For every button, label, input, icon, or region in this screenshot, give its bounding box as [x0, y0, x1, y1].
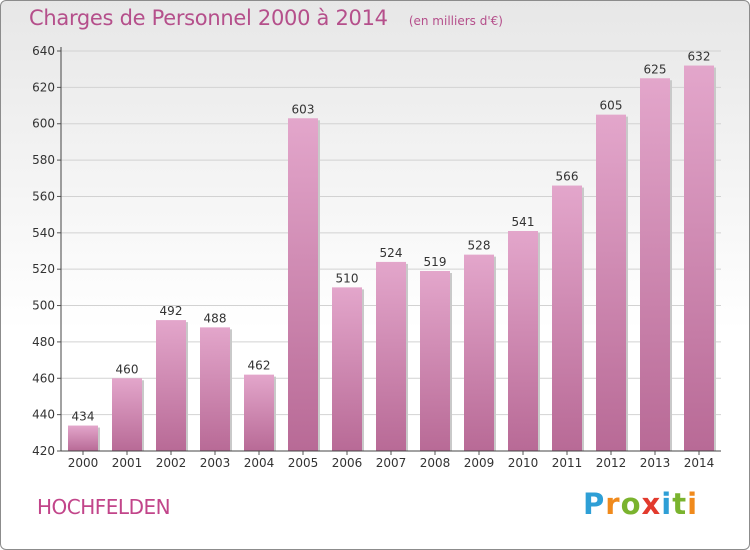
bar — [508, 231, 538, 451]
y-tick-label: 640 — [32, 44, 55, 58]
chart-title: Charges de Personnel 2000 à 2014 — [29, 6, 388, 30]
bar-value-label: 492 — [160, 304, 183, 318]
bar-value-label: 434 — [72, 410, 95, 424]
logo-letter: x — [641, 487, 662, 521]
bar-value-label: 541 — [512, 215, 535, 229]
bar-value-label: 632 — [688, 50, 711, 64]
y-tick-label: 420 — [32, 444, 55, 458]
x-tick-label: 2000 — [68, 456, 99, 470]
bar — [112, 378, 142, 451]
y-tick-label: 520 — [32, 262, 55, 276]
x-tick-label: 2008 — [420, 456, 451, 470]
x-tick-label: 2014 — [684, 456, 715, 470]
logo-letter: t — [672, 487, 688, 521]
bar — [464, 254, 494, 451]
proxiti-logo[interactable]: Proxiti — [583, 487, 698, 521]
y-tick-label: 540 — [32, 226, 55, 240]
bar — [552, 185, 582, 451]
bar-value-label: 605 — [600, 99, 623, 113]
logo-letter: o — [620, 487, 642, 521]
y-tick-label: 580 — [32, 153, 55, 167]
x-tick-label: 2009 — [464, 456, 495, 470]
logo-letter: i — [661, 487, 673, 521]
bar-value-label: 460 — [116, 362, 139, 376]
bar — [596, 114, 626, 452]
y-tick-label: 560 — [32, 189, 55, 203]
logo-letter: r — [605, 487, 621, 521]
x-tick-label: 2007 — [376, 456, 407, 470]
x-tick-label: 2004 — [244, 456, 275, 470]
bars: 434 460 492 488 462 603 510 524 519 528 541 566 605 6… — [68, 50, 716, 452]
x-tick-label: 2013 — [640, 456, 671, 470]
bar-value-label: 625 — [644, 62, 667, 76]
y-tick-label: 620 — [32, 80, 55, 94]
x-tick-label: 2003 — [200, 456, 231, 470]
bar-value-label: 566 — [556, 170, 579, 184]
y-tick-label: 600 — [32, 117, 55, 131]
logo-letter: i — [687, 487, 699, 521]
bar-value-label: 510 — [336, 271, 359, 285]
title-row: Charges de Personnel 2000 à 2014 (en mil… — [29, 6, 503, 30]
bar-value-label: 519 — [424, 255, 447, 269]
bar — [376, 261, 406, 451]
logo-letter: P — [583, 487, 606, 521]
bar — [200, 327, 230, 451]
bar — [684, 65, 714, 451]
bar — [332, 287, 362, 451]
bar — [288, 118, 318, 451]
x-tick-label: 2006 — [332, 456, 363, 470]
commune-name: HOCHFELDEN — [37, 495, 171, 519]
chart-subtitle: (en milliers d'€) — [408, 14, 503, 28]
x-tick-label: 2012 — [596, 456, 627, 470]
bar — [420, 271, 450, 451]
bar-value-label: 462 — [248, 359, 271, 373]
bar-value-label: 524 — [380, 246, 403, 260]
x-tick-label: 2001 — [112, 456, 143, 470]
bar-value-label: 603 — [292, 102, 315, 116]
x-tick-label: 2005 — [288, 456, 319, 470]
x-tick-label: 2011 — [552, 456, 583, 470]
y-tick-label: 500 — [32, 299, 55, 313]
y-tick-label: 480 — [32, 335, 55, 349]
bar-value-label: 488 — [204, 311, 227, 325]
y-tick-label: 440 — [32, 408, 55, 422]
bar — [244, 374, 274, 451]
y-tick-label: 460 — [32, 371, 55, 385]
bar — [640, 78, 670, 451]
x-tick-label: 2002 — [156, 456, 187, 470]
bar — [156, 320, 186, 451]
axes: 420 440 460 480 500 520 540 560 580 600 620 640 2000… — [32, 44, 721, 470]
bar — [68, 425, 98, 451]
x-tick-label: 2010 — [508, 456, 539, 470]
bar-value-label: 528 — [468, 239, 491, 253]
